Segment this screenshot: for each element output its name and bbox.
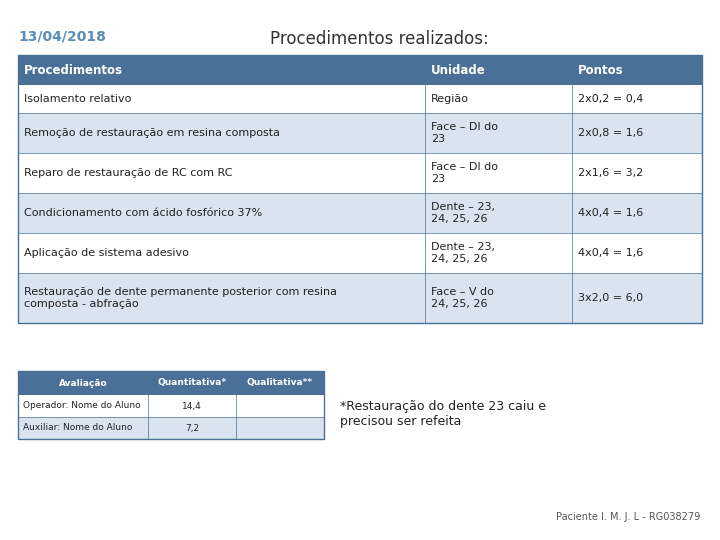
Text: Pontos: Pontos [578, 64, 624, 77]
Text: Face – DI do
23: Face – DI do 23 [431, 162, 498, 184]
Text: Unidade: Unidade [431, 64, 486, 77]
Text: Procedimentos realizados:: Procedimentos realizados: [270, 30, 489, 48]
Text: 13/04/2018: 13/04/2018 [18, 30, 106, 44]
Bar [18, 153, 702, 193]
Bar [18, 371, 324, 439]
Text: *Restauração do dente 23 caiu e
precisou ser refeita: *Restauração do dente 23 caiu e precisou… [340, 400, 546, 428]
Text: Paciente I. M. J. L - RG038279: Paciente I. M. J. L - RG038279 [556, 512, 700, 522]
Text: Qualitativa**: Qualitativa** [247, 379, 313, 388]
Text: Região: Região [431, 94, 469, 104]
Text: 4x0,4 = 1,6: 4x0,4 = 1,6 [578, 208, 643, 218]
Text: Reparo de restauração de RC com RC: Reparo de restauração de RC com RC [24, 168, 233, 178]
Bar [18, 55, 702, 85]
Text: 4x0,4 = 1,6: 4x0,4 = 1,6 [578, 248, 643, 258]
Text: Face – V do
24, 25, 26: Face – V do 24, 25, 26 [431, 287, 494, 309]
Bar [18, 113, 702, 153]
Text: Isolamento relativo: Isolamento relativo [24, 94, 131, 104]
Text: Condicionamento com ácido fosfórico 37%: Condicionamento com ácido fosfórico 37% [24, 208, 262, 218]
Text: Avaliação: Avaliação [59, 379, 107, 388]
Text: 2x0,8 = 1,6: 2x0,8 = 1,6 [578, 128, 643, 138]
Text: Operador: Nome do Aluno: Operador: Nome do Aluno [23, 402, 140, 410]
Text: Procedimentos: Procedimentos [24, 64, 123, 77]
Bar [18, 193, 702, 233]
Text: 2x1,6 = 3,2: 2x1,6 = 3,2 [578, 168, 643, 178]
Text: 7,2: 7,2 [185, 423, 199, 433]
Bar [18, 273, 702, 323]
Bar [18, 233, 702, 273]
Text: 14,4: 14,4 [182, 402, 202, 410]
Text: Dente – 23,
24, 25, 26: Dente – 23, 24, 25, 26 [431, 242, 495, 264]
Text: Restauração de dente permanente posterior com resina
composta - abfração: Restauração de dente permanente posterio… [24, 287, 337, 309]
Bar [18, 55, 702, 323]
Bar [18, 395, 324, 417]
Text: 2x0,2 = 0,4: 2x0,2 = 0,4 [578, 94, 644, 104]
Text: 3x2,0 = 6,0: 3x2,0 = 6,0 [578, 293, 643, 303]
Bar [18, 85, 702, 113]
Text: Dente – 23,
24, 25, 26: Dente – 23, 24, 25, 26 [431, 202, 495, 224]
Bar [18, 417, 324, 439]
Text: Auxiliar: Nome do Aluno: Auxiliar: Nome do Aluno [23, 423, 132, 433]
Text: Quantitativa*: Quantitativa* [158, 379, 227, 388]
Text: Aplicação de sistema adesivo: Aplicação de sistema adesivo [24, 248, 189, 258]
Text: Remoção de restauração em resina composta: Remoção de restauração em resina compost… [24, 128, 280, 138]
Bar [18, 371, 324, 395]
Text: Face – DI do
23: Face – DI do 23 [431, 122, 498, 144]
